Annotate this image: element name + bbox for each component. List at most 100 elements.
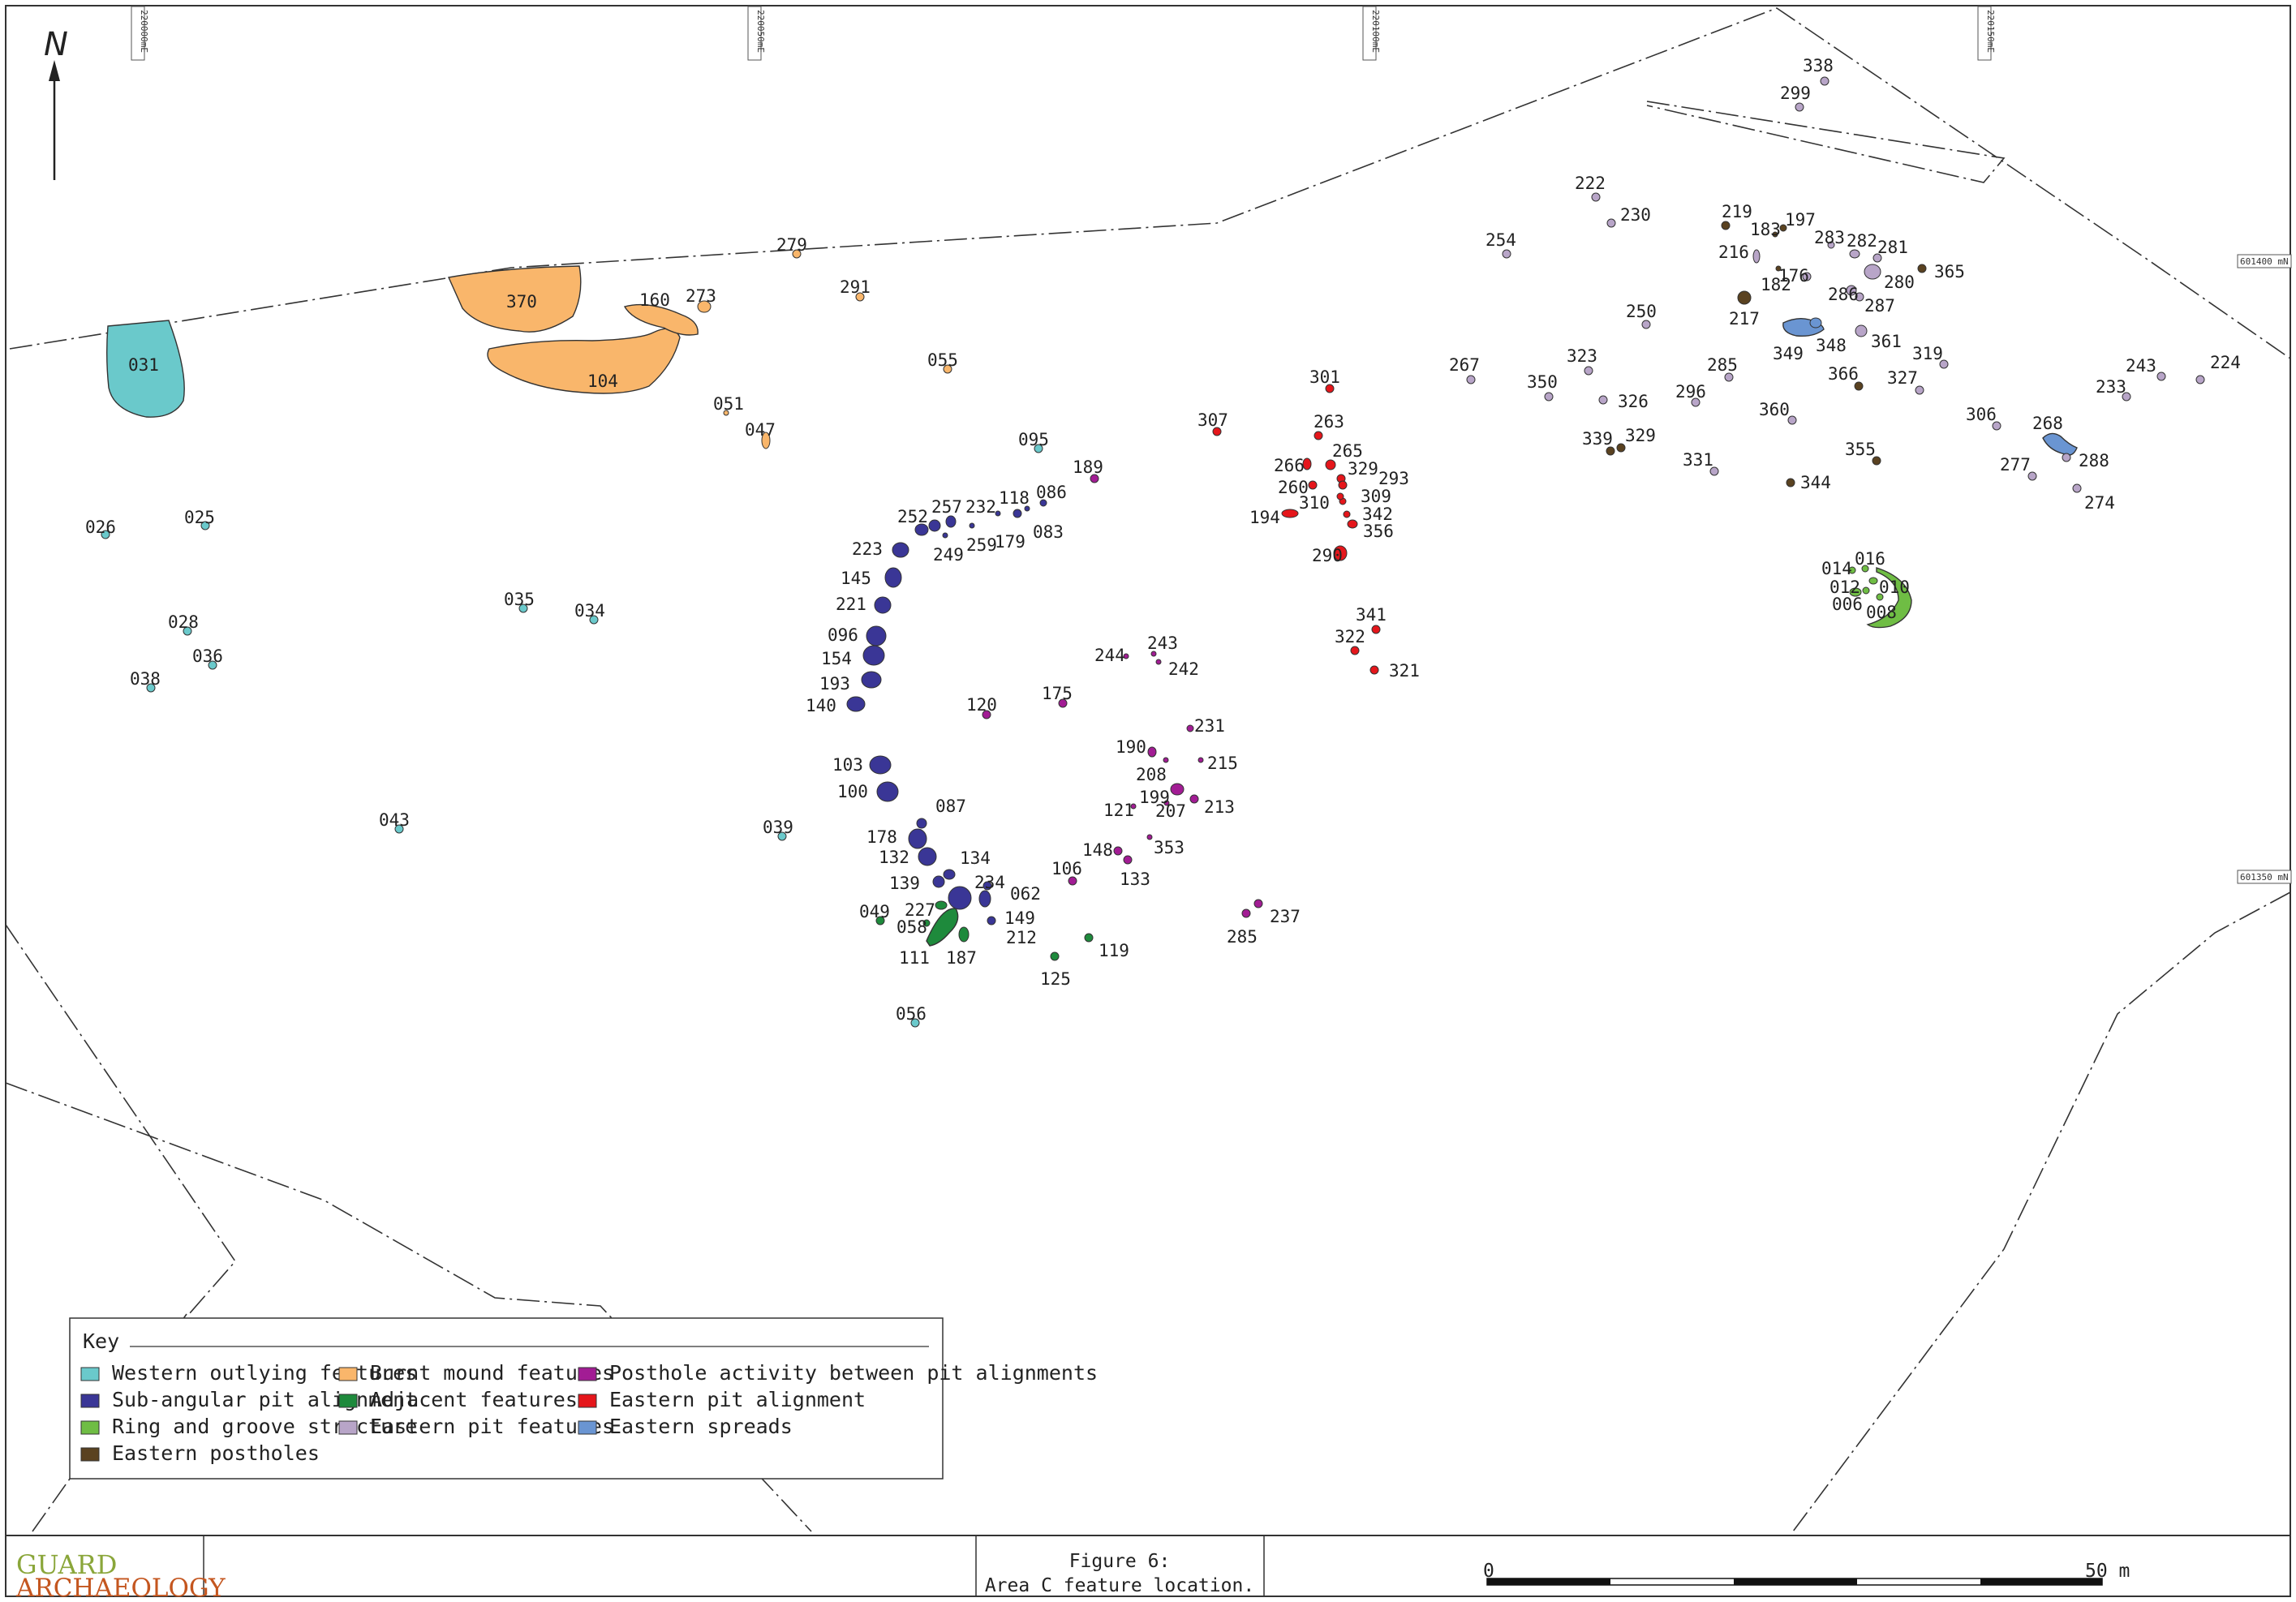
feature-194-marker[interactable] (1281, 509, 1299, 518)
feature-288-marker[interactable] (2062, 453, 2071, 462)
feature-182-marker[interactable] (1775, 265, 1782, 272)
feature-026-marker[interactable] (101, 530, 110, 539)
feature-036-marker[interactable] (208, 660, 217, 670)
feature-266-marker[interactable] (1302, 457, 1312, 470)
feature-176-marker[interactable] (1802, 272, 1812, 281)
feature-038-marker[interactable] (146, 683, 156, 693)
feature-361-marker[interactable] (1855, 324, 1868, 337)
feature-265-marker[interactable] (1325, 459, 1336, 470)
feature-233-marker[interactable] (2122, 392, 2131, 402)
feature-187-marker[interactable] (958, 926, 970, 943)
feature-356-marker[interactable] (1347, 519, 1358, 529)
feature-221-marker[interactable] (874, 596, 892, 614)
feature-047-marker[interactable] (761, 432, 771, 449)
feature-327-marker[interactable] (1915, 385, 1924, 395)
feature-111-polygon[interactable] (926, 908, 959, 947)
feature-183-marker[interactable] (1772, 231, 1778, 238)
feature-197-marker[interactable] (1779, 224, 1787, 232)
feature-208-marker[interactable] (1163, 757, 1169, 763)
feature-338-marker[interactable] (1820, 76, 1829, 86)
feature-227-marker[interactable] (935, 900, 948, 910)
feature-083-marker[interactable] (1024, 505, 1030, 512)
feature-121-marker[interactable] (1130, 803, 1137, 810)
feature-051-marker[interactable] (723, 410, 729, 416)
feature-286-marker[interactable] (1846, 285, 1857, 296)
feature-280-marker[interactable] (1864, 264, 1881, 280)
feature-273-marker[interactable] (697, 300, 712, 313)
feature-217-marker[interactable] (1737, 290, 1752, 305)
feature-100-marker[interactable] (876, 781, 899, 802)
feature-257-marker[interactable] (928, 519, 941, 532)
feature-263-marker[interactable] (1314, 431, 1323, 440)
feature-216-marker[interactable] (1752, 249, 1761, 264)
feature-267-marker[interactable] (1466, 375, 1476, 384)
feature-296-marker[interactable] (1691, 397, 1701, 407)
feature-283-marker[interactable] (1827, 241, 1835, 249)
feature-028-marker[interactable] (183, 626, 192, 636)
feature-140-marker[interactable] (846, 696, 866, 712)
feature-285a-marker[interactable] (1241, 908, 1251, 918)
feature-103-marker[interactable] (869, 755, 892, 775)
feature-119-marker[interactable] (1084, 933, 1094, 943)
feature-306-marker[interactable] (1992, 421, 2001, 431)
feature-062-marker[interactable] (982, 881, 992, 891)
feature-259-marker[interactable] (969, 522, 975, 529)
feature-249-marker[interactable] (942, 532, 948, 539)
feature-087-marker[interactable] (916, 818, 927, 829)
feature-058-marker[interactable] (922, 919, 931, 927)
feature-281-marker[interactable] (1872, 253, 1882, 263)
feature-055-marker[interactable] (943, 364, 952, 374)
feature-268-polygon[interactable] (2042, 432, 2078, 456)
feature-086-marker[interactable] (1039, 499, 1047, 507)
feature-212-marker[interactable] (987, 916, 996, 926)
feature-104-polygon[interactable] (487, 328, 681, 394)
feature-199-marker[interactable] (1170, 783, 1185, 796)
feature-365-marker[interactable] (1917, 264, 1927, 273)
feature-160-polygon[interactable] (623, 303, 699, 336)
feature-134-marker[interactable] (943, 869, 956, 880)
feature-120-marker[interactable] (982, 710, 991, 719)
feature-230-marker[interactable] (1606, 218, 1616, 228)
feature-145-marker[interactable] (884, 567, 902, 588)
feature-355-marker[interactable] (1872, 456, 1881, 466)
feature-095-marker[interactable] (1034, 444, 1043, 453)
feature-132-marker[interactable] (918, 847, 937, 866)
feature-277-marker[interactable] (2027, 471, 2037, 481)
feature-219-marker[interactable] (1721, 221, 1731, 230)
feature-279-marker[interactable] (792, 249, 802, 259)
feature-252-marker[interactable] (914, 523, 929, 536)
feature-016-marker[interactable] (1861, 565, 1869, 573)
feature-106-marker[interactable] (1068, 876, 1077, 886)
feature-056-marker[interactable] (910, 1018, 920, 1028)
feature-237-marker[interactable] (1253, 899, 1263, 908)
feature-339-marker[interactable] (1606, 446, 1615, 456)
feature-299-marker[interactable] (1795, 102, 1804, 112)
feature-331-marker[interactable] (1709, 466, 1719, 476)
feature-207-marker[interactable] (1163, 800, 1170, 806)
feature-096-marker[interactable] (866, 625, 887, 646)
feature-301-marker[interactable] (1325, 384, 1335, 393)
feature-260-marker[interactable] (1308, 480, 1318, 490)
feature-287-marker[interactable] (1855, 292, 1864, 302)
feature-223-marker[interactable] (892, 542, 909, 558)
feature-193-marker[interactable] (861, 671, 882, 689)
feature-190-marker[interactable] (1147, 746, 1157, 758)
feature-232-marker[interactable] (945, 515, 957, 528)
feature-175-marker[interactable] (1058, 698, 1068, 708)
feature-243b-marker[interactable] (2156, 372, 2166, 381)
feature-224-marker[interactable] (2195, 375, 2205, 384)
feature-014-marker[interactable] (1848, 566, 1856, 574)
feature-321-marker[interactable] (1369, 665, 1379, 675)
feature-035-marker[interactable] (518, 603, 528, 613)
feature-342-marker[interactable] (1343, 510, 1351, 518)
feature-310-marker[interactable] (1336, 492, 1344, 500)
feature-329b-marker[interactable] (1616, 443, 1626, 453)
feature-154-marker[interactable] (862, 645, 885, 666)
feature-323-marker[interactable] (1584, 366, 1593, 376)
feature-139-marker[interactable] (932, 875, 945, 888)
feature-006-marker[interactable] (1862, 586, 1870, 595)
feature-234-marker[interactable] (948, 886, 972, 910)
feature-222-marker[interactable] (1591, 192, 1601, 202)
feature-353-marker[interactable] (1146, 834, 1153, 840)
feature-231-marker[interactable] (1186, 724, 1194, 732)
